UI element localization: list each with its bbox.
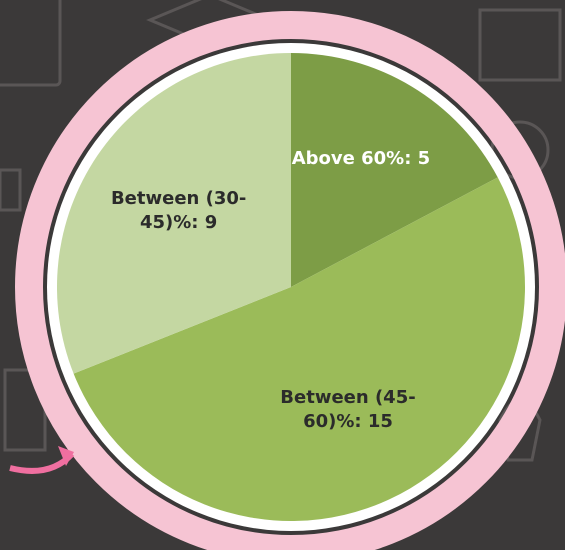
data-label: Between (45-60)%: 15 — [280, 387, 416, 433]
data-label: Above 60%: 5 — [291, 147, 431, 169]
data-label: Between (30-45)%: 9 — [110, 187, 247, 233]
pie-slice — [73, 177, 525, 521]
pink-ring — [15, 11, 565, 550]
arrow-head — [58, 446, 74, 466]
pie-slice — [56, 53, 291, 374]
pie-slice — [291, 53, 498, 287]
